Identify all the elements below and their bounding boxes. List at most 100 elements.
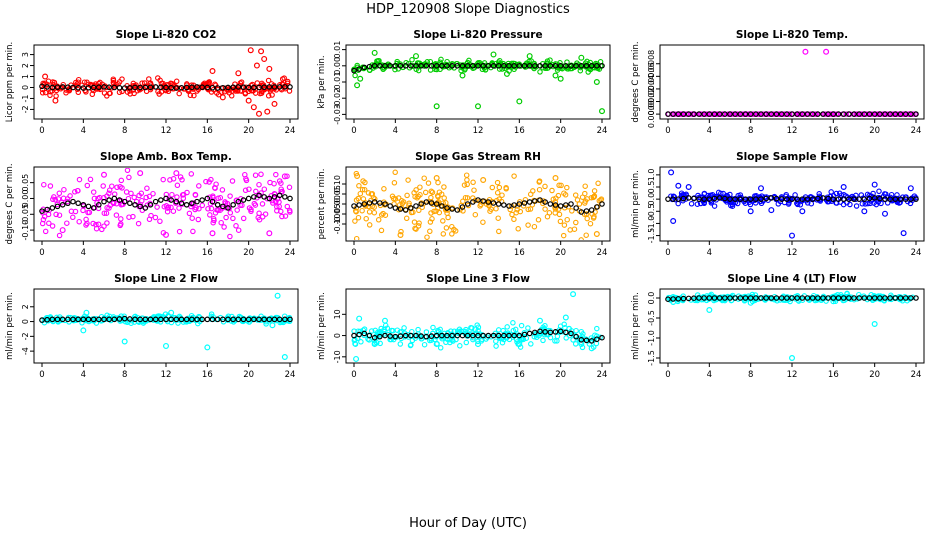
mean-point	[578, 63, 585, 69]
y-tick-label: -1.5	[647, 350, 656, 366]
mean-point	[897, 196, 904, 202]
data-point	[273, 171, 279, 178]
x-tick-label: 0	[665, 370, 670, 380]
data-point	[192, 191, 199, 198]
data-point	[234, 87, 241, 94]
data-point	[46, 220, 52, 227]
data-point	[560, 232, 567, 239]
data-point	[226, 90, 232, 96]
y-tick-label: -0.5	[647, 310, 656, 326]
mean-point	[44, 206, 50, 213]
data-point	[464, 181, 470, 188]
y-tick-label: 2	[21, 304, 30, 309]
x-tick-label: 16	[202, 370, 213, 380]
x-tick-label: 16	[202, 126, 213, 136]
mean-point	[820, 195, 826, 201]
y-axis-label: percent per min.	[317, 169, 327, 240]
mean-point	[877, 195, 883, 202]
mean-point	[418, 201, 424, 207]
data-point	[440, 218, 446, 224]
data-point	[256, 181, 262, 188]
data-point	[554, 333, 561, 340]
mean-point	[557, 63, 564, 69]
data-point	[261, 86, 268, 93]
data-point	[353, 235, 360, 240]
mean-point	[106, 84, 112, 91]
mean-point	[96, 316, 102, 323]
data-point	[227, 193, 233, 199]
mean-point	[711, 295, 718, 301]
y-tick-label: -0.01	[333, 72, 342, 93]
data-point	[566, 325, 572, 332]
mean-point	[913, 196, 919, 202]
x-tick-label: 0	[665, 126, 670, 136]
mean-point	[902, 196, 909, 202]
mean-point	[506, 332, 512, 339]
y-tick-label: 2	[21, 63, 30, 68]
data-point	[734, 111, 741, 117]
data-point	[126, 174, 132, 181]
data-point	[584, 196, 590, 202]
data-point	[284, 203, 291, 210]
y-tick-label: -0.03	[333, 104, 342, 125]
data-point	[865, 200, 871, 207]
mean-point	[871, 295, 878, 301]
mean-point	[599, 63, 605, 69]
data-point	[118, 177, 125, 184]
mean-point	[459, 63, 466, 69]
data-point	[572, 332, 578, 339]
data-point	[556, 182, 562, 189]
data-point	[205, 206, 211, 212]
mean-point	[799, 295, 806, 301]
data-point	[878, 200, 884, 207]
data-point	[544, 213, 551, 220]
outlier-point	[204, 344, 211, 351]
x-tick-label: 16	[514, 370, 525, 380]
mean-point	[851, 196, 857, 202]
mean-point	[815, 111, 821, 117]
data-point	[587, 220, 594, 227]
mean-point	[392, 333, 399, 340]
mean-point	[423, 63, 430, 69]
x-tick-label: 8	[122, 248, 127, 258]
data-point	[496, 184, 503, 191]
mean-point	[794, 295, 800, 301]
mean-point	[516, 332, 523, 339]
figure-x-axis-label: Hour of Day (UTC)	[409, 516, 527, 531]
mean-point	[356, 202, 362, 208]
mean-point	[701, 196, 707, 202]
mean-point	[402, 332, 409, 339]
outlier-point	[861, 208, 868, 215]
mean-point	[552, 63, 559, 69]
mean-point	[454, 332, 461, 339]
data-point	[881, 191, 888, 197]
mean-point	[578, 337, 585, 343]
data-point	[84, 182, 91, 189]
data-point	[392, 196, 399, 202]
data-point	[164, 205, 171, 211]
outlier-point	[59, 227, 66, 234]
mean-point	[287, 195, 293, 202]
data-point	[199, 202, 206, 209]
mean-point	[480, 63, 486, 69]
scatter-points	[39, 47, 293, 117]
data-point	[463, 172, 470, 178]
mean-point	[137, 316, 143, 323]
mean-point	[908, 111, 914, 117]
mean-point	[542, 199, 548, 205]
mean-point	[178, 200, 185, 207]
outlier-point	[480, 177, 487, 184]
mean-point	[240, 197, 247, 203]
scatter-points	[351, 49, 605, 115]
mean-point	[75, 84, 81, 91]
mean-point	[789, 111, 795, 117]
outlier-point	[557, 75, 564, 82]
data-point	[807, 111, 814, 117]
mean-point	[276, 84, 283, 90]
data-point	[107, 202, 114, 209]
mean-point	[49, 205, 56, 211]
y-tick-label: -1.0	[647, 330, 656, 346]
data-point	[445, 214, 451, 221]
data-point	[395, 195, 402, 201]
mean-point	[189, 84, 195, 91]
